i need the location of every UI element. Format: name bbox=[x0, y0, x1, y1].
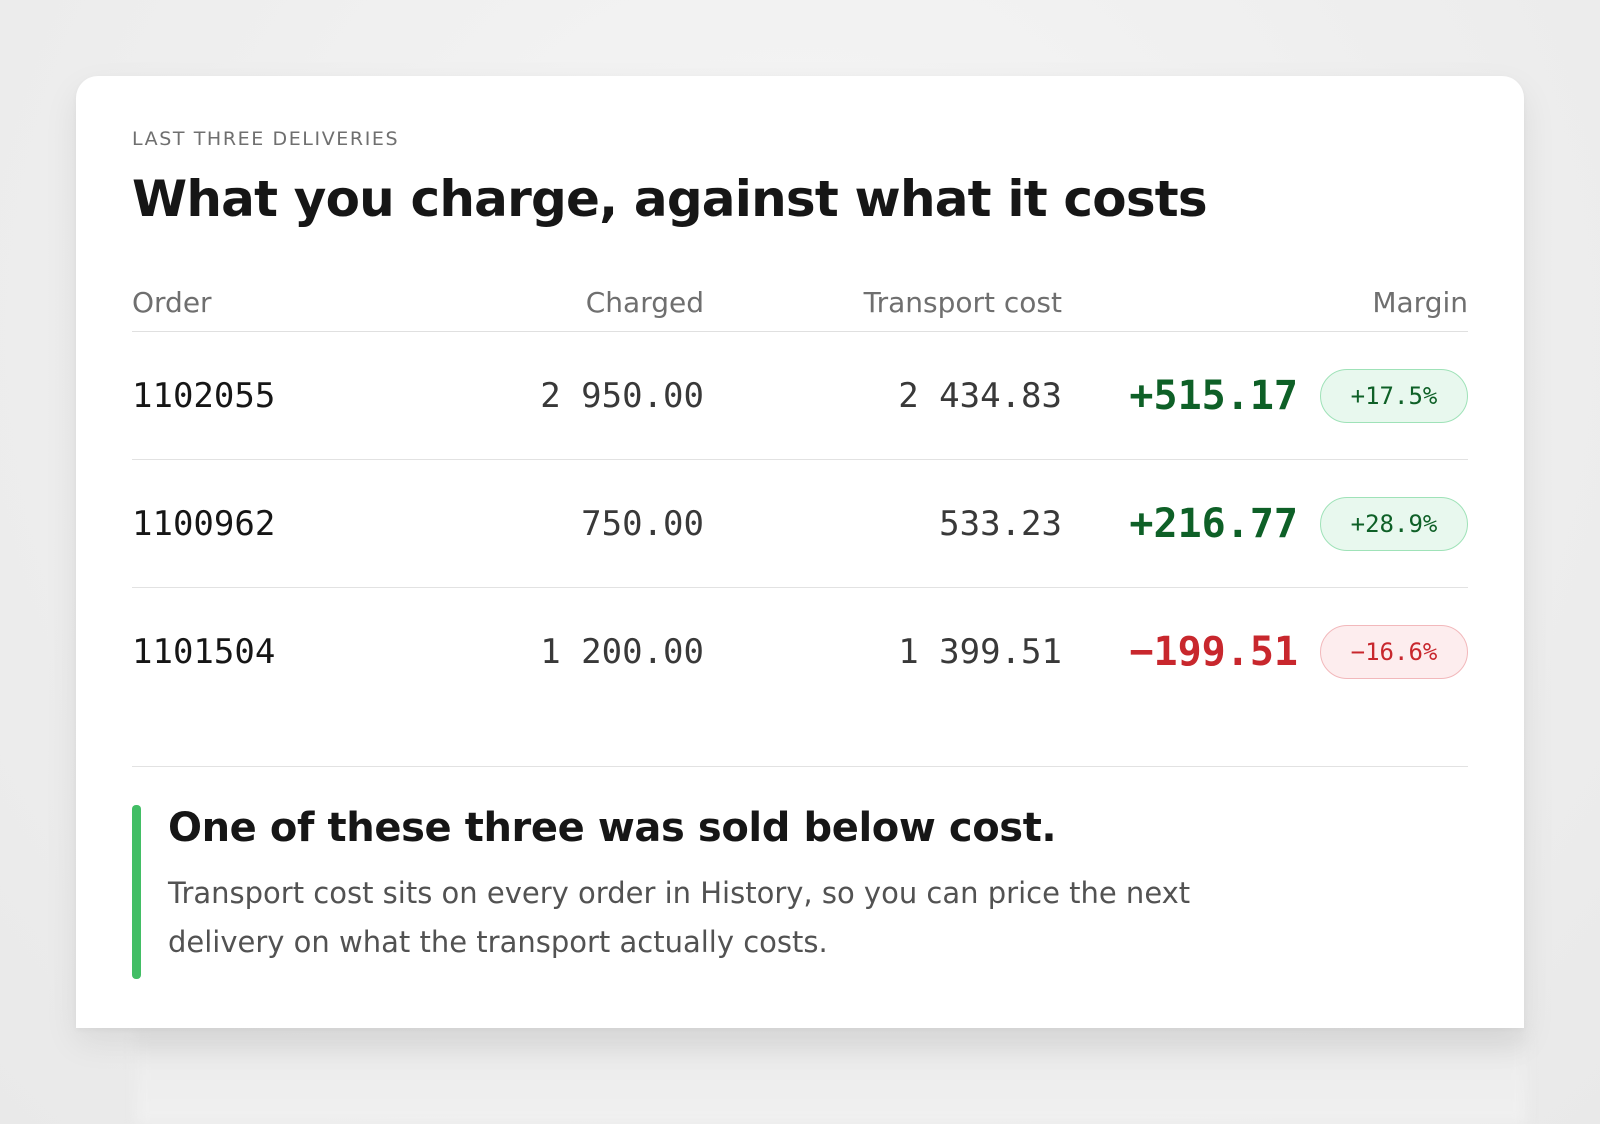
table-header-row: Order Charged Transport cost Margin bbox=[132, 286, 1468, 332]
margin-cell: −199.51 −16.6% bbox=[1062, 588, 1468, 716]
margin-percent-badge: +28.9% bbox=[1320, 496, 1468, 551]
order-number: 1101504 bbox=[132, 631, 276, 672]
order-number: 1102055 bbox=[132, 331, 412, 460]
deliveries-card: LAST THREE DELIVERIES What you charge, a… bbox=[76, 76, 1524, 1028]
transport-cost-amount: 2 434.83 bbox=[704, 331, 1062, 460]
card-title: What you charge, against what it costs bbox=[132, 170, 1208, 228]
column-header-transport-cost: Transport cost bbox=[704, 286, 1062, 332]
transport-cost-amount: 533.23 bbox=[704, 459, 1062, 588]
margin-amount: −199.51 bbox=[1129, 628, 1298, 675]
insight-callout: One of these three was sold below cost. … bbox=[132, 805, 1468, 979]
margin-cell: +216.77 +28.9% bbox=[1062, 459, 1468, 588]
deliveries-table: Order Charged Transport cost Margin 1102… bbox=[132, 286, 1468, 716]
transport-cost-amount: 1 399.51 bbox=[898, 631, 1062, 672]
section-divider bbox=[132, 765, 1468, 767]
callout-body: Transport cost sits on every order in Hi… bbox=[168, 876, 1191, 959]
margin-cell: +515.17 +17.5% bbox=[1062, 331, 1468, 460]
column-header-margin: Margin bbox=[1062, 286, 1468, 332]
callout-accent-bar bbox=[132, 805, 141, 979]
order-number: 1100962 bbox=[132, 459, 412, 588]
charged-amount: 1 200.00 bbox=[540, 631, 704, 672]
charged-amount: 2 950.00 bbox=[412, 331, 704, 460]
margin-percent-badge: +17.5% bbox=[1320, 368, 1468, 423]
card-shadow bbox=[136, 1030, 1526, 1124]
table-row: 1100962 750.00 533.23 +216.77 +28.9% bbox=[132, 459, 1468, 588]
margin-amount: +216.77 bbox=[1129, 500, 1298, 547]
eyebrow-label: LAST THREE DELIVERIES bbox=[132, 128, 400, 150]
column-header-charged: Charged bbox=[412, 286, 704, 332]
column-header-order: Order bbox=[132, 286, 412, 332]
table-row: 1101504 1 200.00 1 399.51 −199.51 −16.6% bbox=[132, 588, 1468, 716]
margin-percent-badge: −16.6% bbox=[1320, 624, 1468, 679]
margin-amount: +515.17 bbox=[1129, 372, 1298, 419]
table-row: 1102055 2 950.00 2 434.83 +515.17 +17.5% bbox=[132, 331, 1468, 460]
callout-title: One of these three was sold below cost. bbox=[168, 805, 1057, 851]
charged-amount: 750.00 bbox=[412, 459, 704, 588]
